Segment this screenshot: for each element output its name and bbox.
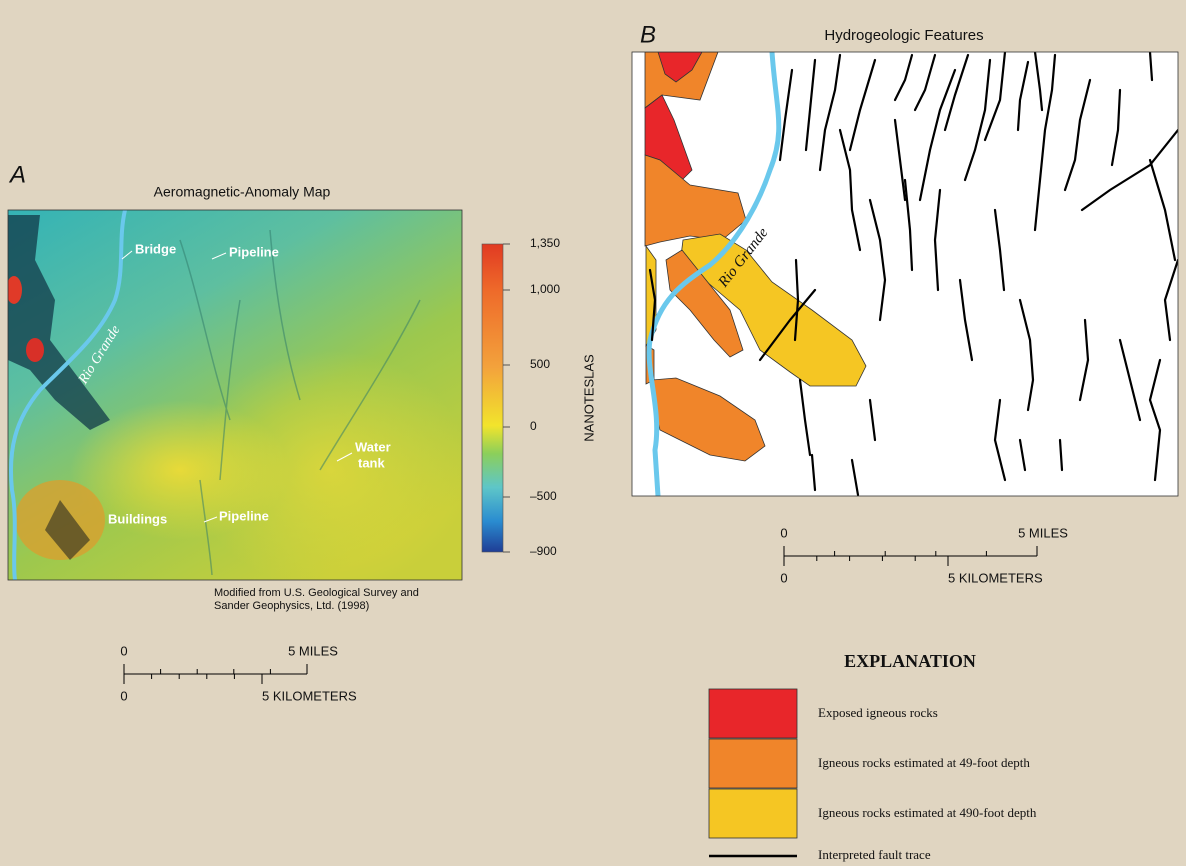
legend-title: EXPLANATION: [844, 651, 976, 671]
credit: Modified from U.S. Geological Survey and: [214, 587, 419, 599]
legend-swatch: [709, 789, 797, 838]
legend: Exposed igneous rocks Igneous rocks estim…: [709, 689, 1037, 838]
colorbar-tick-label: –500: [530, 489, 557, 503]
colorbar-ticks: 1,350 1,000 500 0 –500 –900: [503, 236, 560, 558]
colorbar-tick-label: 1,000: [530, 282, 560, 296]
colorbar-tick-label: 500: [530, 357, 550, 371]
map-high: [26, 338, 44, 362]
magnetic-map: [6, 210, 470, 590]
map-label: Water: [355, 439, 391, 454]
colorbar-tick-label: –900: [530, 544, 557, 558]
scale-label: 5 KILOMETERS: [262, 688, 357, 703]
scale-label: 0: [120, 688, 127, 703]
legend-label: Igneous rocks estimated at 490-foot dept…: [818, 805, 1037, 820]
legend-label: Interpreted fault trace: [818, 847, 931, 862]
map-label: Pipeline: [219, 508, 269, 523]
panel-title: Hydrogeologic Features: [824, 27, 983, 44]
scale-label: 0: [780, 570, 787, 585]
figure: A Aeromagnetic-Anomaly Map Bridge Pipeli…: [0, 0, 1186, 866]
map-label: Pipeline: [229, 244, 279, 259]
legend-swatch: [709, 739, 797, 788]
panel-letter: A: [8, 161, 26, 188]
scale-label: 5 MILES: [288, 643, 338, 658]
legend-label: Igneous rocks estimated at 49-foot depth: [818, 755, 1030, 770]
panel-letter: B: [640, 21, 656, 48]
scale-bar: 0 5 MILES 0 5 KILOMETERS: [780, 525, 1068, 585]
legend-swatch: [709, 689, 797, 738]
scale-label: 5 KILOMETERS: [948, 570, 1043, 585]
map-label: tank: [358, 455, 386, 470]
page: A Aeromagnetic-Anomaly Map Bridge Pipeli…: [0, 0, 1186, 866]
scale-bar: 0 5 MILES 0 5 KILOMETERS: [120, 643, 357, 703]
map-label: Bridge: [135, 241, 176, 256]
colorbar: [482, 244, 503, 552]
map-high: [190, 350, 470, 590]
colorbar-tick-label: 1,350: [530, 236, 560, 250]
legend-label: Exposed igneous rocks: [818, 705, 938, 720]
colorbar-label: NANOTESLAS: [581, 354, 596, 442]
panel-title: Aeromagnetic-Anomaly Map: [154, 184, 331, 200]
scale-label: 5 MILES: [1018, 525, 1068, 540]
colorbar-tick-label: 0: [530, 419, 537, 433]
map-label: Buildings: [108, 511, 167, 526]
scale-label: 0: [120, 643, 127, 658]
scale-label: 0: [780, 525, 787, 540]
credit: Sander Geophysics, Ltd. (1998): [214, 600, 369, 612]
